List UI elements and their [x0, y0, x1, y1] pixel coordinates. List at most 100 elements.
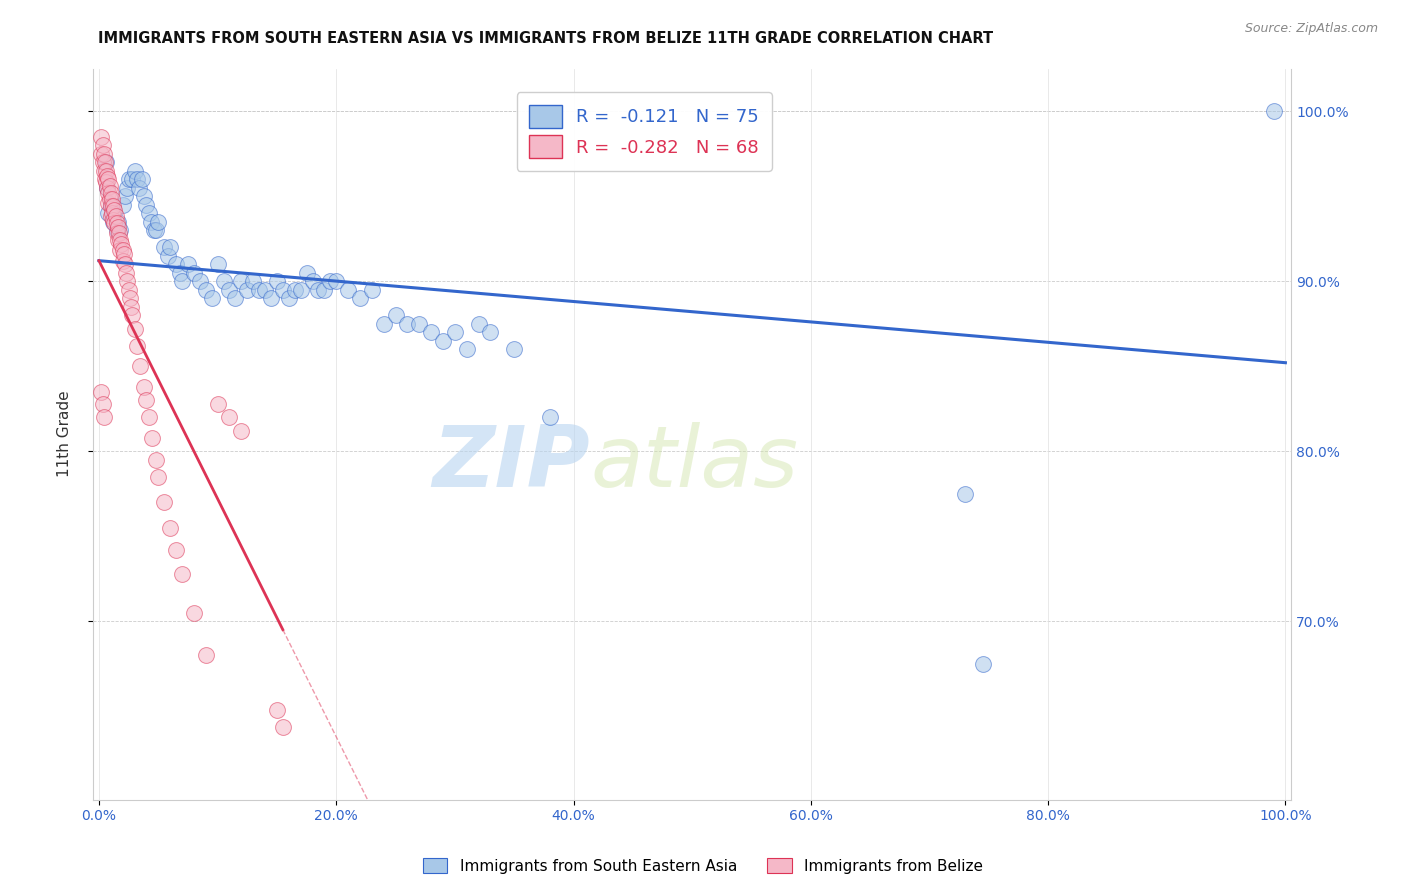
Point — [97, 172, 120, 186]
Point — [384, 308, 406, 322]
Point — [290, 283, 312, 297]
Point — [94, 176, 117, 190]
Point — [972, 657, 994, 671]
Point — [153, 240, 176, 254]
Point — [183, 606, 205, 620]
Point — [408, 317, 430, 331]
Point — [100, 186, 122, 200]
Point — [104, 210, 127, 224]
Text: Source: ZipAtlas.com: Source: ZipAtlas.com — [1244, 22, 1378, 36]
Point — [207, 257, 229, 271]
Point — [91, 138, 114, 153]
Point — [91, 396, 114, 410]
Point — [307, 283, 329, 297]
Point — [125, 339, 148, 353]
Point — [94, 155, 117, 169]
Point — [224, 291, 246, 305]
Point — [201, 291, 224, 305]
Point — [117, 283, 139, 297]
Point — [231, 274, 253, 288]
Point — [103, 214, 125, 228]
Point — [148, 214, 170, 228]
Point — [277, 291, 299, 305]
Point — [159, 240, 181, 254]
Point — [97, 186, 120, 200]
Point — [107, 219, 129, 234]
Point — [396, 317, 419, 331]
Point — [183, 266, 205, 280]
Point — [218, 283, 240, 297]
Point — [373, 317, 395, 331]
Point — [93, 146, 115, 161]
Point — [301, 274, 323, 288]
Point — [124, 322, 146, 336]
Point — [97, 195, 120, 210]
Point — [156, 249, 179, 263]
Point — [132, 379, 155, 393]
Point — [98, 193, 121, 207]
Point — [325, 274, 347, 288]
Text: IMMIGRANTS FROM SOUTH EASTERN ASIA VS IMMIGRANTS FROM BELIZE 11TH GRADE CORRELAT: IMMIGRANTS FROM SOUTH EASTERN ASIA VS IM… — [98, 31, 994, 46]
Point — [503, 342, 526, 356]
Point — [110, 236, 132, 251]
Point — [96, 180, 118, 194]
Point — [115, 266, 138, 280]
Point — [1263, 103, 1285, 118]
Point — [90, 384, 112, 399]
Text: ZIP: ZIP — [433, 422, 591, 505]
Point — [120, 300, 142, 314]
Point — [105, 227, 128, 241]
Point — [97, 206, 120, 220]
Point — [117, 172, 139, 186]
Point — [96, 180, 118, 194]
Point — [105, 223, 128, 237]
Point — [132, 189, 155, 203]
Legend: R =  -0.121   N = 75, R =  -0.282   N = 68: R = -0.121 N = 75, R = -0.282 N = 68 — [517, 92, 772, 171]
Point — [103, 202, 125, 217]
Y-axis label: 11th Grade: 11th Grade — [58, 391, 72, 477]
Point — [456, 342, 478, 356]
Point — [107, 214, 129, 228]
Point — [194, 648, 217, 663]
Point — [111, 253, 134, 268]
Point — [114, 257, 136, 271]
Point — [314, 283, 336, 297]
Point — [266, 703, 288, 717]
Point — [121, 172, 143, 186]
Point — [145, 452, 167, 467]
Point — [360, 283, 382, 297]
Point — [125, 172, 148, 186]
Point — [108, 227, 131, 241]
Point — [93, 410, 115, 425]
Point — [319, 274, 342, 288]
Point — [94, 163, 117, 178]
Point — [207, 396, 229, 410]
Point — [538, 410, 561, 425]
Point — [236, 283, 259, 297]
Point — [105, 216, 128, 230]
Point — [114, 189, 136, 203]
Point — [103, 216, 125, 230]
Point — [117, 274, 139, 288]
Point — [111, 197, 134, 211]
Point — [112, 247, 135, 261]
Point — [94, 172, 117, 186]
Point — [131, 172, 153, 186]
Point — [94, 155, 117, 169]
Point — [101, 193, 124, 207]
Point — [953, 486, 976, 500]
Point — [337, 283, 360, 297]
Point — [138, 206, 160, 220]
Point — [165, 542, 187, 557]
Point — [124, 163, 146, 178]
Point — [145, 223, 167, 237]
Point — [107, 233, 129, 247]
Point — [247, 283, 270, 297]
Point — [90, 146, 112, 161]
Point — [110, 233, 132, 247]
Point — [138, 410, 160, 425]
Point — [432, 334, 454, 348]
Point — [135, 197, 157, 211]
Point — [260, 291, 283, 305]
Point — [170, 274, 193, 288]
